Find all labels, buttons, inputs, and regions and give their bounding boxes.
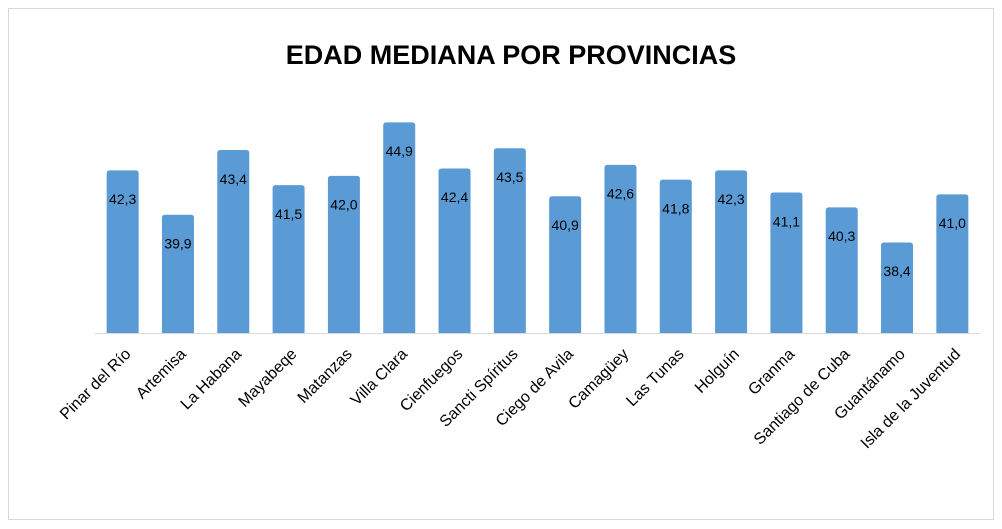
bar: [825, 207, 858, 333]
value-label: 40,3: [828, 228, 855, 244]
bar: [272, 185, 305, 333]
bar: [770, 192, 803, 333]
value-label: 40,9: [552, 217, 579, 233]
bar: [549, 196, 582, 333]
value-label: 41,1: [773, 213, 800, 229]
value-label: 42,4: [441, 189, 468, 205]
value-label: 43,4: [220, 171, 247, 187]
value-label: 42,6: [607, 186, 634, 202]
bar: [604, 164, 637, 333]
value-label: 39,9: [164, 235, 191, 251]
value-label: 42,0: [330, 197, 357, 213]
bar: [493, 148, 526, 333]
value-label: 41,5: [275, 206, 302, 222]
value-label: 42,3: [717, 191, 744, 207]
value-label: 43,5: [496, 169, 523, 185]
value-label: 38,4: [883, 263, 910, 279]
value-label: 41,0: [939, 215, 966, 231]
chart-title: EDAD MEDIANA POR PROVINCIAS: [286, 40, 737, 70]
bar: [936, 194, 969, 333]
bar: [161, 214, 194, 333]
bar: [715, 170, 748, 333]
value-label: 44,9: [386, 143, 413, 159]
value-label: 41,8: [662, 200, 689, 216]
bar: [881, 242, 914, 333]
bar: [106, 170, 139, 333]
bar: [327, 175, 360, 333]
bar: [383, 122, 416, 333]
bar: [217, 150, 250, 333]
value-label: 42,3: [109, 191, 136, 207]
bar: [438, 168, 471, 333]
bar: [659, 179, 692, 333]
